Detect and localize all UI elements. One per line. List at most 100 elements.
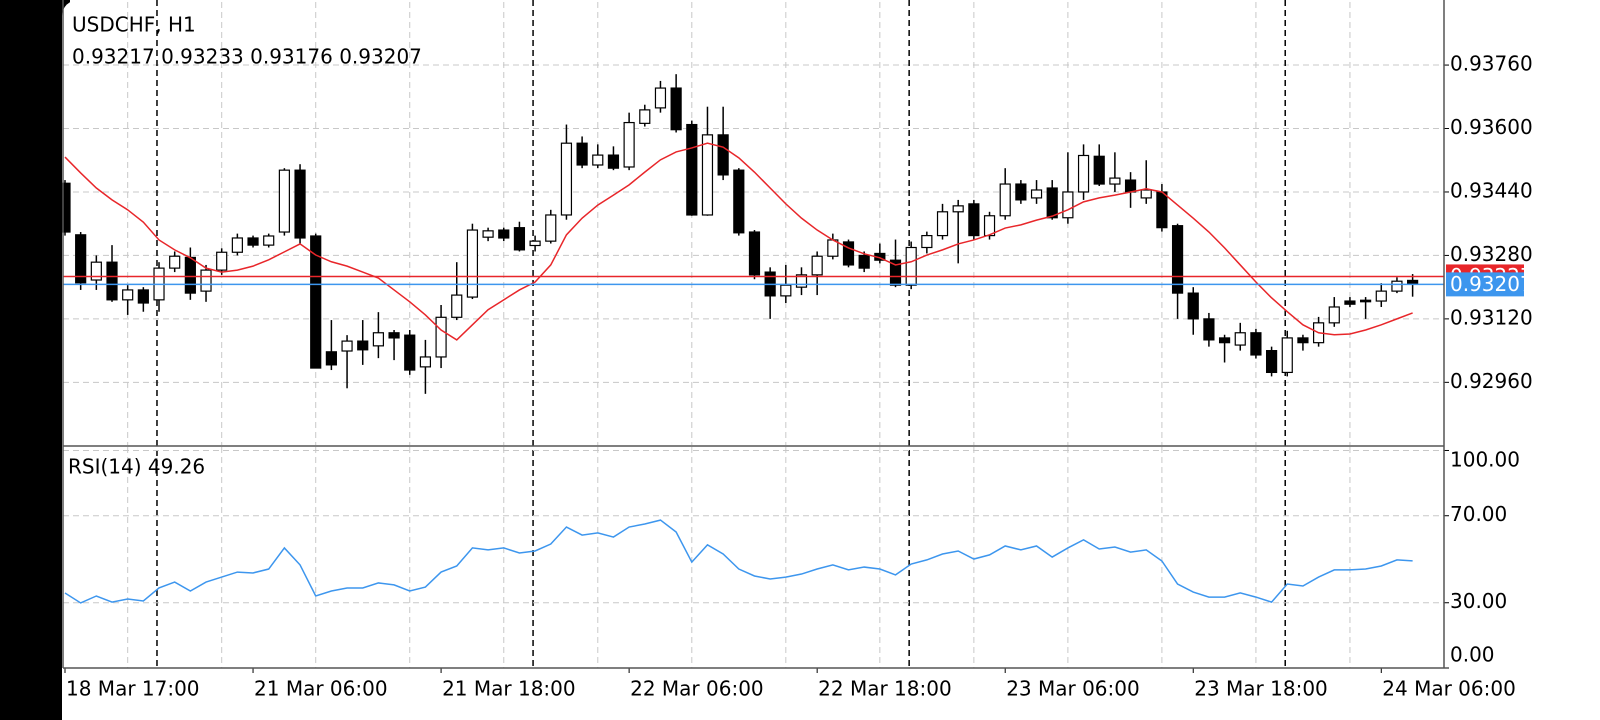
y-tick-label: 0.00 <box>1450 643 1495 667</box>
candle-body <box>936 211 949 237</box>
y-tick-label: 0.93440 <box>1450 178 1533 202</box>
y-tick-label: 0.93760 <box>1450 52 1533 76</box>
candle-body <box>184 256 196 294</box>
candle-body <box>1360 299 1372 303</box>
candle-body <box>169 255 181 269</box>
candle-body <box>1046 187 1058 219</box>
candle-body <box>1250 332 1262 356</box>
candle-body <box>733 169 745 234</box>
candle-body <box>231 237 243 253</box>
candle-body <box>1344 300 1356 305</box>
candle-body <box>200 269 212 292</box>
candle-body <box>216 251 228 271</box>
screen <box>62 0 1600 720</box>
candle-body <box>466 229 479 298</box>
candle-body <box>513 227 526 251</box>
candle-body <box>952 205 964 213</box>
candle-body <box>592 154 604 166</box>
x-tick-label: 22 Mar 06:00 <box>630 677 764 701</box>
candle-body <box>419 356 432 368</box>
candle-body <box>1156 191 1168 229</box>
candle-body <box>106 261 118 301</box>
y-tick-label: 0.93280 <box>1450 242 1533 266</box>
candle-body <box>889 259 902 286</box>
candle-body <box>75 234 87 284</box>
y-tick-label: 0.92960 <box>1450 369 1533 393</box>
y-tick-label: 0.93600 <box>1450 115 1533 139</box>
candle-body <box>1062 191 1074 219</box>
candle-body <box>1030 189 1043 199</box>
candle-body <box>59 182 71 233</box>
candle-body <box>780 284 792 297</box>
candle-body <box>1171 225 1184 294</box>
bezel <box>0 0 70 720</box>
candle-body <box>1218 337 1231 344</box>
candle-body <box>905 246 917 286</box>
candle-body <box>576 142 588 166</box>
candle-body <box>717 134 729 176</box>
candle-body <box>921 234 933 249</box>
x-tick-label: 21 Mar 06:00 <box>254 677 388 701</box>
y-tick-label: 0.93120 <box>1450 305 1533 329</box>
candle-body <box>1140 189 1152 199</box>
y-tick-label: 100.00 <box>1450 448 1520 472</box>
chart-title: USDCHF, H1 <box>72 13 196 37</box>
candle-body <box>372 332 384 347</box>
y-tick-label: 70.00 <box>1450 502 1507 526</box>
candle-body <box>748 231 761 276</box>
candle-body <box>388 332 400 339</box>
candle-body <box>858 254 870 269</box>
x-tick-label: 23 Mar 06:00 <box>1006 677 1140 701</box>
candle-body <box>654 87 667 109</box>
x-tick-label: 24 Mar 06:00 <box>1382 677 1516 701</box>
candle-body <box>404 334 416 371</box>
candle-body <box>1375 290 1387 302</box>
candle-body <box>341 340 353 352</box>
plot: 0.92960 0.93120 0.93280 0.93440 0.93600 0.937… <box>59 0 1533 701</box>
candle-body <box>811 255 823 276</box>
candle-body <box>686 123 698 216</box>
candle-body <box>1077 154 1090 193</box>
candle-body <box>623 121 635 168</box>
candle-body <box>122 289 134 301</box>
candle-body <box>451 294 463 318</box>
candle-body <box>1328 306 1340 324</box>
price-label: 0.93207 <box>1450 272 1533 296</box>
ohlc-readout: 0.93217 0.93233 0.93176 0.93207 <box>72 45 422 69</box>
x-tick-label: 21 Mar 18:00 <box>442 677 576 701</box>
candle-body <box>278 169 290 233</box>
candle-body <box>639 109 651 124</box>
candle-body <box>795 274 808 288</box>
candle-body <box>1093 155 1105 185</box>
candle-body <box>1203 318 1215 341</box>
candle-body <box>90 261 102 281</box>
moving-average <box>64 142 1413 341</box>
candle-body <box>968 203 980 237</box>
candle-body <box>263 235 275 246</box>
candle-body <box>983 215 996 237</box>
candle-body <box>310 235 322 369</box>
x-tick-label: 23 Mar 18:00 <box>1194 677 1328 701</box>
candle-body <box>545 214 557 242</box>
x-tick-label: 22 Mar 18:00 <box>818 677 952 701</box>
candle-body <box>435 316 447 358</box>
candle-body <box>1234 332 1246 346</box>
candle-body <box>1265 350 1278 374</box>
price-label-box <box>1446 272 1524 297</box>
candle-body <box>670 87 682 131</box>
y-tick-label: 30.00 <box>1450 589 1507 613</box>
candle-body <box>701 134 714 216</box>
rsi-line <box>64 519 1413 604</box>
candle-body <box>498 229 510 239</box>
candle-body <box>357 340 369 351</box>
candle-body <box>560 142 573 216</box>
candle-body <box>325 351 337 366</box>
candle-body <box>1281 337 1293 374</box>
candle-body <box>1109 177 1121 185</box>
x-tick-label: 18 Mar 17:00 <box>66 677 200 701</box>
candle-body <box>1015 183 1027 201</box>
candle-body <box>1187 292 1199 320</box>
candle-body <box>1391 280 1403 292</box>
